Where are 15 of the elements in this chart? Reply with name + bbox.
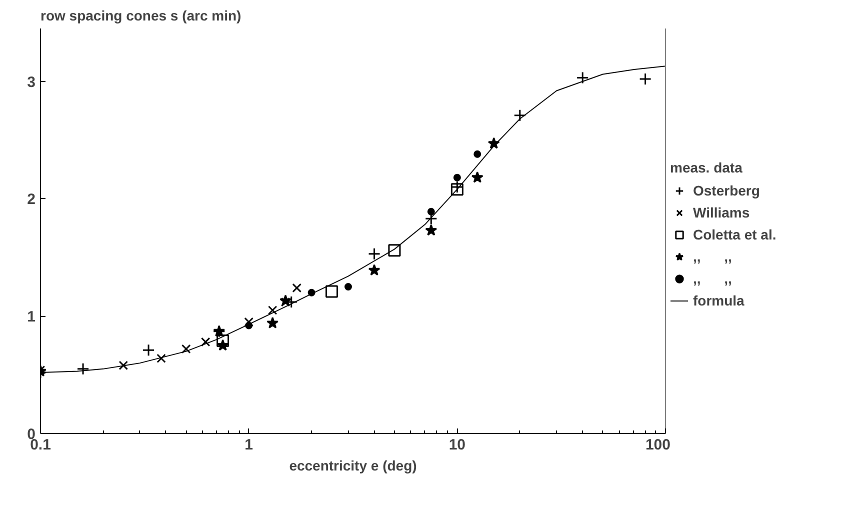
y-tick-label: 2 — [27, 191, 36, 208]
x-axis-title: eccentricity e (deg) — [289, 458, 417, 474]
legend-label: ,, ,, — [693, 248, 732, 264]
x-tick-label: 1 — [244, 436, 254, 454]
y-axis-title: row spacing cones s (arc min) — [40, 8, 242, 24]
legend-label: Osterberg — [693, 182, 760, 198]
legend-label: Williams — [693, 204, 750, 220]
x-tick-label: 10 — [448, 436, 466, 454]
legend-title: meas. data — [670, 160, 744, 176]
legend-label: ,, ,, — [693, 270, 732, 286]
x-tick-label: 100 — [645, 436, 671, 454]
legend-label: Coletta et al. — [693, 226, 776, 242]
y-tick-label: 3 — [27, 74, 36, 91]
y-tick-label: 1 — [27, 308, 36, 326]
legend-label: formula — [693, 292, 744, 308]
